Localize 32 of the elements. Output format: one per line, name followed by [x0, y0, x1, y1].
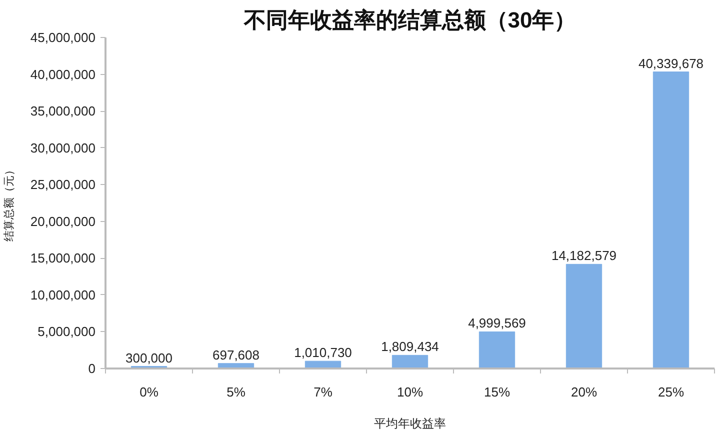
- x-tick-label: 7%: [314, 384, 333, 400]
- x-tick-label: 25%: [658, 384, 684, 400]
- x-tick-label: 0%: [140, 384, 159, 400]
- bar: [652, 72, 690, 368]
- y-axis-title: 结算总额（元）: [2, 164, 16, 242]
- y-tick-label: 45,000,000: [30, 30, 96, 45]
- y-tick-label: 20,000,000: [30, 214, 96, 229]
- bar: [566, 264, 602, 368]
- x-axis-title: 平均年收益率: [374, 416, 446, 430]
- x-tick-label: 5%: [226, 384, 246, 400]
- data-label: 697,608: [212, 347, 260, 362]
- bar: [304, 360, 342, 368]
- x-tick-label: 10%: [396, 384, 424, 400]
- y-tick-label: 0: [88, 361, 96, 376]
- y-tick-label: 15,000,000: [30, 250, 96, 266]
- bar: [392, 354, 428, 368]
- x-tick-label: 20%: [570, 384, 598, 400]
- data-label: 14,182,579: [551, 248, 617, 264]
- y-tick-label: 10,000,000: [30, 287, 96, 302]
- bar: [478, 331, 516, 368]
- data-label: 4,999,569: [468, 316, 526, 331]
- data-label: 1,010,730: [294, 345, 352, 360]
- y-tick-label: 25,000,000: [30, 177, 96, 192]
- y-tick-label: 30,000,000: [30, 140, 96, 156]
- x-tick-label: 15%: [484, 384, 510, 400]
- y-tick-label: 5,000,000: [38, 324, 96, 340]
- data-label: 40,339,678: [638, 56, 704, 71]
- y-tick-label: 35,000,000: [30, 104, 96, 119]
- data-label: 300,000: [126, 350, 173, 366]
- data-label: 1,809,434: [381, 339, 439, 354]
- y-tick-label: 40,000,000: [30, 66, 96, 82]
- chart-title: 不同年收益率的结算总额（30年）: [242, 8, 576, 32]
